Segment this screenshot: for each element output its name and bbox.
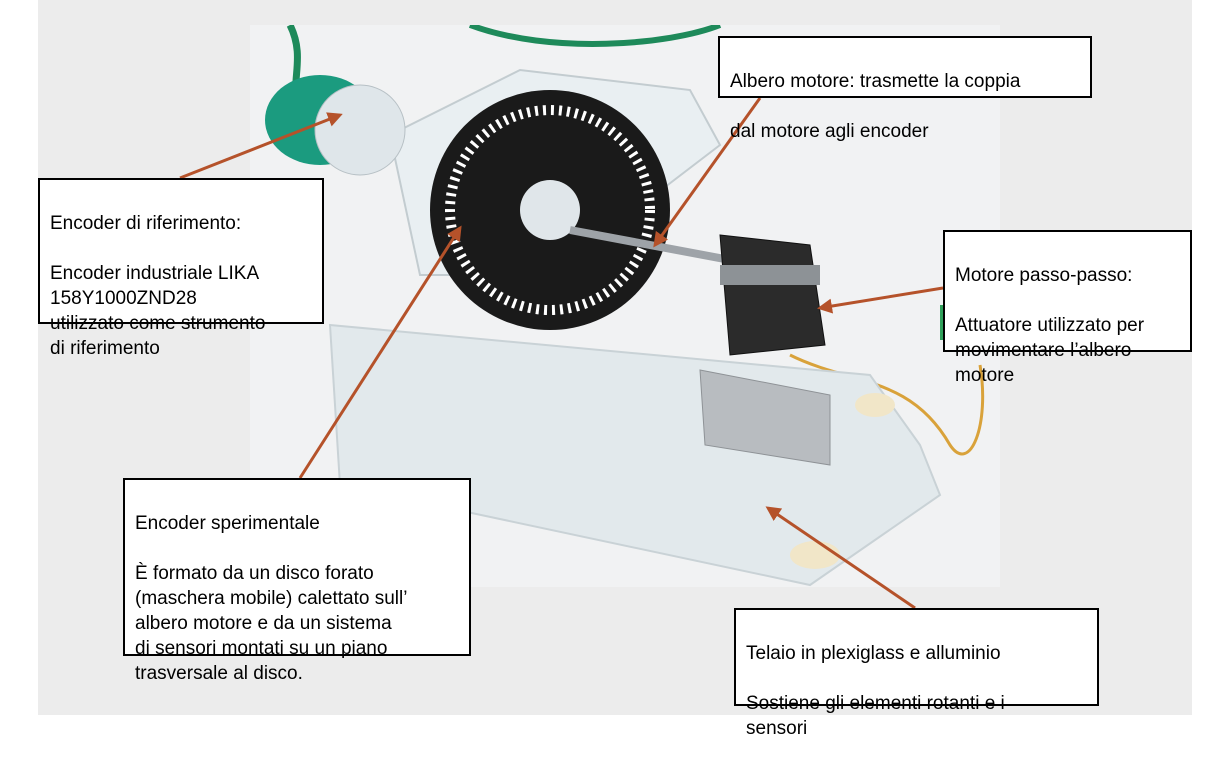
callout-body: È formato da un disco forato (maschera m… xyxy=(135,563,408,684)
callout-stepper-motor: Motore passo-passo: Attuatore utilizzato… xyxy=(943,230,1192,386)
reference-encoder-flange xyxy=(314,84,406,176)
disk-hub xyxy=(520,180,580,240)
rubber-foot xyxy=(855,393,895,417)
callout-body: Attuatore utilizzato per movimentare l’a… xyxy=(955,315,1145,386)
stepper-motor xyxy=(719,234,826,356)
disk-slots xyxy=(445,105,655,315)
callout-title: Albero motore: trasmette la coppia xyxy=(730,71,1021,92)
callout-body: Encoder industriale LIKA 158Y1000ZND28 u… xyxy=(50,263,266,359)
callout-title: Encoder sperimentale xyxy=(135,513,320,534)
callout-body: Sostiene gli elementi rotanti e i sensor… xyxy=(746,693,1005,739)
callout-title: Encoder di riferimento: xyxy=(50,213,242,234)
callout-motor-shaft: Albero motore: trasmette la coppia dal m… xyxy=(718,36,1092,142)
callout-title: Motore passo-passo: xyxy=(955,265,1133,286)
stepper-motor-band xyxy=(720,265,820,285)
green-cable-top xyxy=(468,25,722,47)
callout-experimental-encoder: Encoder sperimentale È formato da un dis… xyxy=(123,478,471,684)
callout-frame: Telaio in plexiglass e alluminio Sostien… xyxy=(734,608,1099,739)
aluminium-block xyxy=(699,369,831,466)
callout-reference-encoder: Encoder di riferimento: Encoder industri… xyxy=(38,178,324,359)
callout-body: dal motore agli encoder xyxy=(730,121,929,142)
rubber-foot xyxy=(790,541,840,569)
callout-title: Telaio in plexiglass e alluminio xyxy=(746,643,1001,664)
